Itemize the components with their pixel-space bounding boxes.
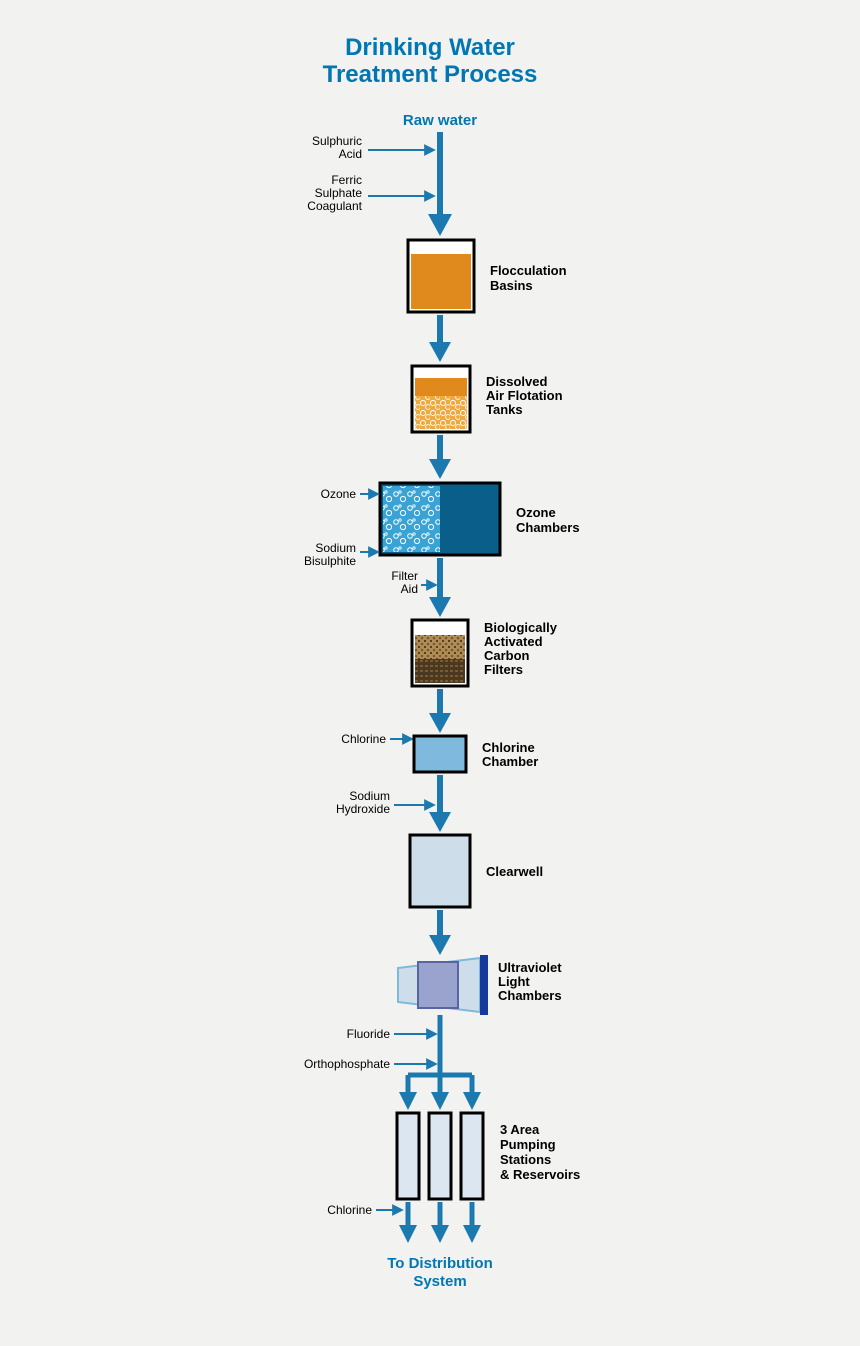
label-daf-1: Dissolved (486, 374, 547, 389)
end-label-1: To Distribution (387, 1255, 493, 1272)
label-daf-3: Tanks (486, 402, 523, 417)
input-ferric-3: Coagulant (307, 199, 362, 213)
input-sulphuric-2: Acid (339, 147, 362, 161)
input-sulphuric-1: Sulphuric (312, 134, 362, 148)
label-pump-4: & Reservoirs (500, 1167, 580, 1182)
input-ferric-1: Ferric (331, 173, 362, 187)
end-label-2: System (413, 1273, 466, 1290)
input-filter-aid-1: Filter (391, 569, 418, 583)
stage-bac (412, 620, 468, 686)
diagram-title-1: Drinking Water (345, 34, 515, 61)
water-treatment-diagram: Drinking Water Treatment Process Raw wat… (0, 0, 860, 1346)
stage-daf (412, 366, 470, 432)
input-fluoride: Fluoride (347, 1027, 391, 1041)
input-ozone: Ozone (321, 487, 357, 501)
label-flocculation-2: Basins (490, 278, 533, 293)
stage-pumping (397, 1113, 483, 1199)
label-ozone-1: Ozone (516, 505, 556, 520)
arrowhead (428, 214, 452, 236)
diagram-title-2: Treatment Process (323, 61, 538, 88)
label-pump-3: Stations (500, 1152, 551, 1167)
label-pump-1: 3 Area (500, 1122, 540, 1137)
label-flocculation-1: Flocculation (490, 263, 567, 278)
label-clearwell: Clearwell (486, 864, 543, 879)
label-uv-1: Ultraviolet (498, 960, 562, 975)
split-arrows-bottom (399, 1202, 481, 1243)
label-bac-4: Filters (484, 662, 523, 677)
stage-flocculation (408, 240, 474, 312)
input-filter-aid-2: Aid (401, 582, 418, 596)
stage-chlorine (414, 736, 466, 772)
input-naoh-2: Hydroxide (336, 802, 390, 816)
label-daf-2: Air Flotation (486, 388, 563, 403)
start-label: Raw water (403, 112, 477, 129)
stage-uv (398, 955, 488, 1015)
input-sodium-bi-2: Bisulphite (304, 554, 356, 568)
label-ozone-2: Chambers (516, 520, 580, 535)
stage-clearwell (410, 835, 470, 907)
input-orthophosphate: Orthophosphate (304, 1057, 390, 1071)
input-naoh-1: Sodium (349, 789, 390, 803)
label-chlorine-2: Chamber (482, 754, 538, 769)
label-bac-2: Activated (484, 634, 543, 649)
input-ferric-2: Sulphate (315, 186, 363, 200)
label-bac-1: Biologically (484, 620, 558, 635)
label-uv-2: Light (498, 974, 530, 989)
split-arrows-top (399, 1075, 481, 1110)
label-chlorine-1: Chlorine (482, 740, 535, 755)
stage-ozone (380, 483, 500, 555)
input-sodium-bi-1: Sodium (315, 541, 356, 555)
label-uv-3: Chambers (498, 988, 562, 1003)
label-bac-3: Carbon (484, 648, 530, 663)
label-pump-2: Pumping (500, 1137, 556, 1152)
input-chlorine: Chlorine (341, 732, 386, 746)
input-chlorine-2: Chlorine (327, 1203, 372, 1217)
